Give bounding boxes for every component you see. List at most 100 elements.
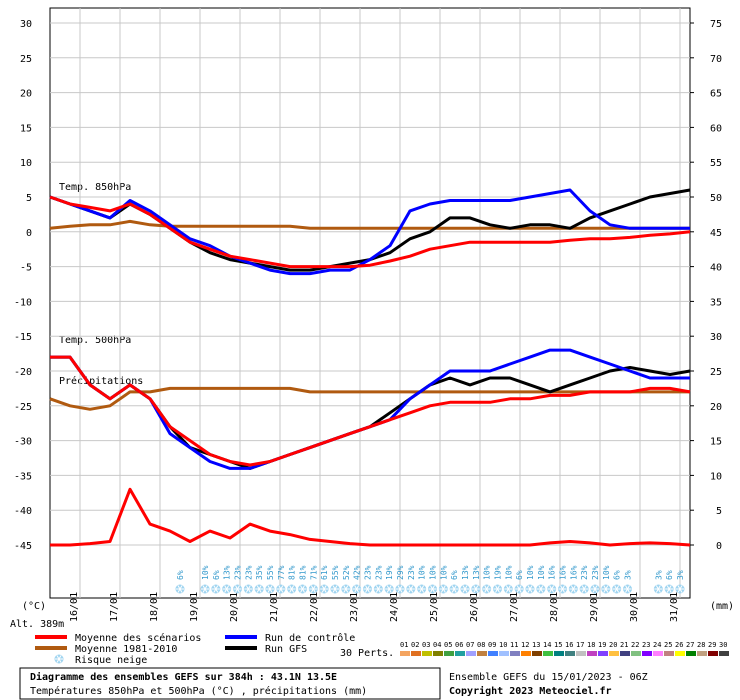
snow-ray [375, 585, 381, 593]
snow-risk-label: 16% [569, 565, 578, 580]
x-tick-label: 31/01 [669, 592, 680, 622]
snow-risk-label: 6% [212, 570, 221, 580]
pert-swatch [521, 651, 531, 656]
snow-icon [308, 584, 318, 594]
pert-label: 16 [565, 641, 573, 649]
chart-subtitle: Températures 850hPa et 500hPa (°C) , pré… [30, 685, 367, 697]
pert-swatch [455, 651, 465, 656]
y2-tick-label: 45 [710, 228, 722, 239]
pert-label: 04 [433, 641, 441, 649]
snow-risk-label: 10% [439, 565, 448, 580]
pert-label: 20 [609, 641, 617, 649]
y-tick-label: 25 [20, 54, 32, 65]
snow-ray [245, 585, 251, 593]
pert-swatch [653, 651, 663, 656]
snow-icon [493, 584, 502, 594]
snow-ray [332, 585, 338, 593]
snow-ray [354, 585, 360, 593]
snow-ray [419, 585, 425, 593]
snow-risk-label: 6% [515, 570, 524, 580]
y2-tick-label: 15 [710, 437, 722, 448]
snow-icon [536, 584, 546, 594]
snow-icon [675, 584, 685, 594]
snow-ray [235, 585, 240, 593]
pert-swatch [675, 651, 685, 656]
snow-ray [321, 585, 327, 593]
pert-label: 17 [576, 641, 584, 649]
snow-risk-label: 81% [288, 565, 297, 580]
y-tick-label: -35 [14, 471, 32, 482]
pert-label: 26 [675, 641, 683, 649]
y2-tick-label: 20 [710, 402, 722, 413]
y-tick-label: -5 [20, 263, 32, 274]
snow-ray [560, 585, 565, 593]
legend-label: Moyenne des scénarios [75, 632, 201, 644]
series-line [49, 219, 690, 230]
pert-swatch [719, 651, 729, 656]
pert-label: 21 [620, 641, 628, 649]
y2-tick-label: 30 [710, 332, 722, 343]
snow-ray [267, 585, 273, 593]
snow-icon [254, 584, 264, 594]
snow-risk-label: 13% [223, 565, 232, 580]
pert-label: 29 [708, 641, 716, 649]
y2-axis-label: (mm) [710, 601, 734, 612]
pert-swatch [565, 651, 575, 656]
snow-ray [310, 585, 316, 593]
pert-swatch [466, 651, 476, 656]
snow-ray [592, 585, 598, 593]
pert-label: 11 [510, 641, 518, 649]
series-line [49, 195, 691, 269]
x-tick-label: 19/01 [189, 592, 200, 622]
snow-risk-label: 10% [602, 565, 611, 580]
snow-ray [177, 585, 183, 593]
snow-icon [601, 584, 611, 594]
pert-swatch [411, 651, 421, 656]
snow-ray [289, 585, 295, 593]
snow-icon [664, 584, 674, 594]
altitude: Alt. 389m [10, 619, 64, 630]
x-tick-label: 24/01 [389, 592, 400, 622]
snow-risk-label: 55% [266, 565, 275, 580]
title-box [19, 667, 441, 700]
y-tick-label: 20 [20, 89, 32, 100]
snow-ray [386, 585, 392, 593]
snow-ray [603, 585, 609, 593]
snow-icon [384, 584, 394, 594]
pert-swatch [400, 651, 410, 656]
snow-risk-label: 6% [613, 570, 622, 580]
snow-ray [451, 585, 457, 593]
pert-label: 05 [444, 641, 452, 649]
snow-icon [503, 584, 513, 594]
snow-risk-label: 10% [429, 565, 438, 580]
snow-ray [527, 585, 533, 593]
pert-label: 07 [466, 641, 474, 649]
perturbations-label: 30 Perts. [340, 648, 394, 659]
snow-risk-label: 35% [255, 565, 264, 580]
snow-icon [558, 584, 567, 594]
snow-icon [222, 584, 232, 594]
snow-risk-label: 42% [353, 565, 362, 580]
y-tick-label: -30 [14, 437, 32, 448]
snow-icon [265, 584, 275, 594]
snow-ray [213, 585, 219, 593]
snow-risk-label: 13% [472, 565, 481, 580]
snow-ray [300, 585, 305, 593]
snow-icon [482, 584, 492, 594]
snow-ray [343, 585, 349, 593]
pert-swatch [510, 651, 520, 656]
snow-icon [460, 584, 470, 594]
pert-swatch [609, 651, 619, 656]
snow-ray [256, 585, 262, 593]
snow-risk-label: 3% [624, 570, 633, 580]
snow-icon [276, 584, 286, 594]
x-tick-label: 22/01 [309, 592, 320, 622]
snow-ray [56, 655, 62, 663]
snow-icon [341, 584, 351, 594]
y2-tick-label: 75 [710, 19, 722, 30]
y-tick-label: -15 [14, 332, 32, 343]
snow-ray [408, 585, 414, 593]
pert-label: 03 [422, 641, 430, 649]
snow-icon [438, 584, 448, 594]
x-tick-label: 27/01 [509, 592, 520, 622]
